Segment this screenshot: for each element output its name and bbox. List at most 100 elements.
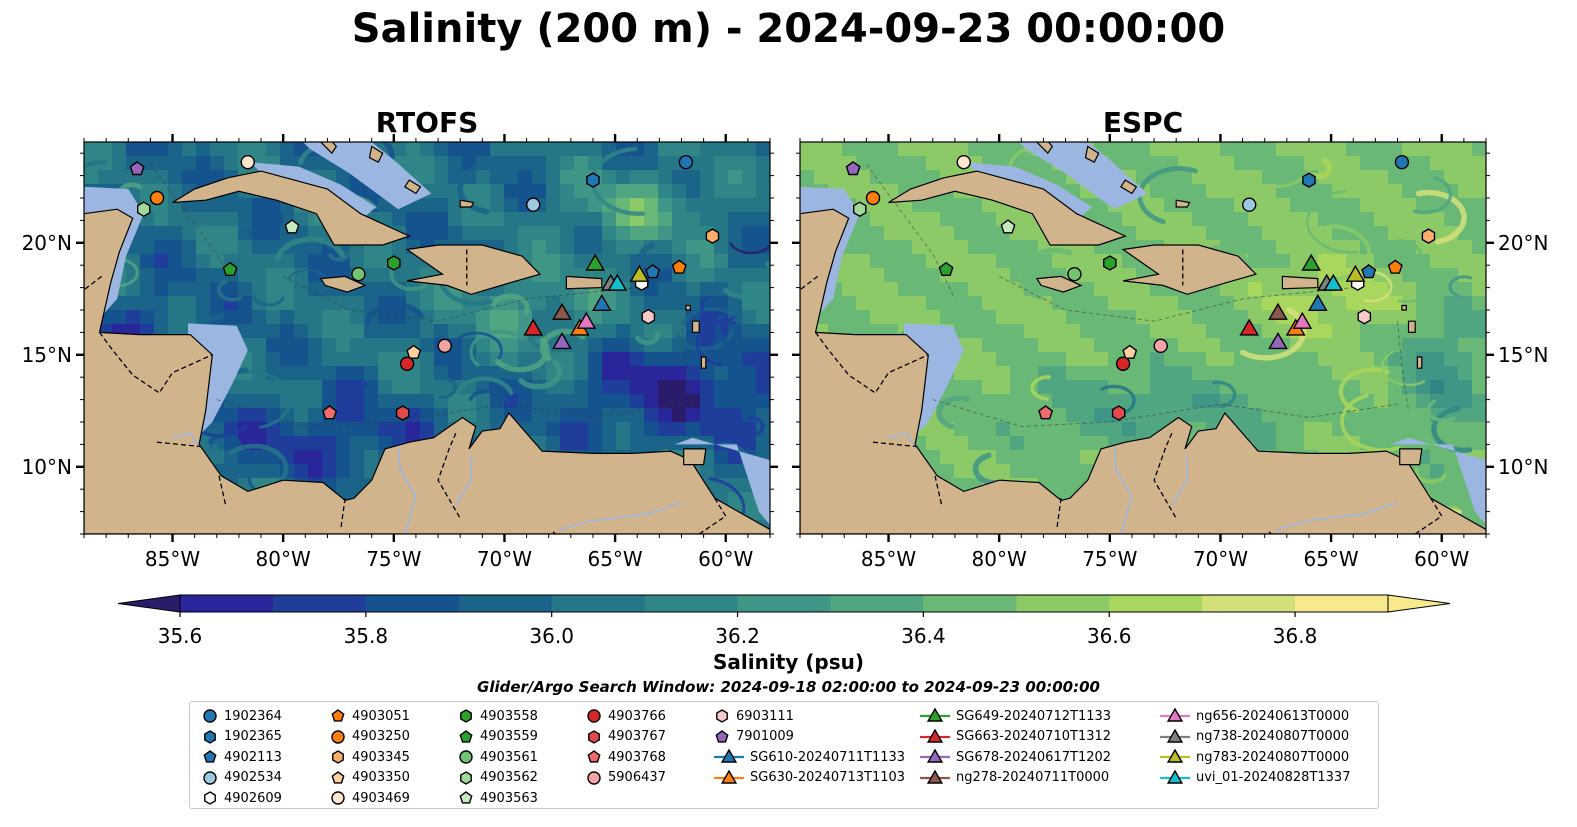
legend-item: 4903558 bbox=[458, 706, 538, 726]
panel-title-rtofs: RTOFS bbox=[375, 106, 479, 139]
marker-4903766 bbox=[1115, 356, 1131, 371]
marker-ng783-20240807T0000 bbox=[629, 264, 650, 282]
axis-ticks bbox=[792, 134, 1494, 542]
map-panels: 85°W 80°W 75°W 70°W 65°W 60°W 20°N 15°N 10°N 85°… bbox=[22, 134, 1548, 571]
colorbar-bin bbox=[551, 595, 646, 612]
legend-marker bbox=[720, 748, 738, 763]
marker-4903350 bbox=[406, 344, 422, 359]
legend-marker bbox=[926, 769, 944, 784]
legend-label: ng738-20240807T0000 bbox=[1196, 729, 1350, 744]
legend-item: 6903111 bbox=[714, 706, 794, 726]
marker-7901009 bbox=[129, 161, 145, 176]
legend-label: uvi_01-20240828T1337 bbox=[1196, 770, 1351, 785]
x-tick-label: 60°W bbox=[698, 547, 753, 571]
marker-4903559 bbox=[222, 261, 238, 276]
legend-label: 4903559 bbox=[480, 729, 538, 744]
marker-6903111 bbox=[1357, 308, 1372, 325]
marker-ng656-20240613T0000 bbox=[576, 311, 597, 329]
marker-4903768 bbox=[1038, 405, 1054, 420]
legend-marker bbox=[1166, 728, 1184, 743]
legend-label: 4902609 bbox=[224, 790, 282, 806]
x-tick-label: 65°W bbox=[587, 547, 642, 571]
legend-label: 4903562 bbox=[480, 770, 538, 785]
marker-4903563 bbox=[1000, 219, 1016, 234]
marker-4903562 bbox=[137, 201, 151, 218]
x-tick-label: 85°W bbox=[145, 547, 200, 571]
legend-item: 1902365 bbox=[202, 727, 282, 747]
marker-4903559 bbox=[938, 261, 954, 276]
y-tick-label: 20°N bbox=[1498, 231, 1548, 255]
marker-4902534 bbox=[1242, 197, 1257, 212]
country-borders bbox=[800, 249, 1443, 534]
colorbar-bin bbox=[1109, 595, 1203, 612]
x-tick-label: 75°W bbox=[366, 547, 421, 571]
colorbar-tick-label: 35.6 bbox=[158, 624, 203, 648]
legend-label: 4903561 bbox=[480, 749, 538, 765]
map-panel-espc: 85°W 80°W 75°W 70°W 65°W 60°W 20°N 15°N 10°N bbox=[792, 134, 1548, 571]
marker-SG649-20240712T1133 bbox=[1301, 253, 1322, 271]
marker-4903767 bbox=[395, 405, 410, 421]
legend-item: 4903561 bbox=[458, 747, 538, 767]
legend-label: ng656-20240613T0000 bbox=[1196, 708, 1350, 724]
colorbar-bin bbox=[458, 595, 553, 612]
marker-SG663-20240710T1312 bbox=[523, 318, 544, 336]
rivers bbox=[888, 432, 1398, 534]
legend-item: 5906437 bbox=[586, 768, 666, 788]
legend-item: uvi_01-20240828T1337 bbox=[1160, 768, 1350, 788]
marker-ng278-20240711T0000 bbox=[1268, 302, 1288, 320]
legend-marker bbox=[720, 769, 738, 784]
legend-item: 4902113 bbox=[202, 747, 282, 767]
legend-marker bbox=[332, 750, 344, 764]
marker-4903250 bbox=[865, 190, 881, 206]
colorbar-bin bbox=[272, 595, 367, 612]
marker-4902113 bbox=[1361, 264, 1377, 279]
salinity-field bbox=[800, 142, 1486, 534]
marker-SG678-20240617T1202 bbox=[552, 331, 572, 350]
marker-4903561 bbox=[1067, 266, 1082, 282]
marker-uvi_01-20240828T1337 bbox=[1323, 273, 1344, 291]
map-panel-rtofs: 85°W 80°W 75°W 70°W 65°W 60°W 20°N 15°N 10°N bbox=[22, 134, 778, 571]
colorbar-bin bbox=[1202, 595, 1296, 612]
y-tick-label: 15°N bbox=[22, 343, 72, 367]
marker-ng278-20240711T0000 bbox=[552, 302, 572, 320]
x-tick-label: 85°W bbox=[861, 547, 916, 571]
legend-label: 4903250 bbox=[352, 729, 410, 744]
legend-label: 4903768 bbox=[608, 749, 666, 765]
colorbar-tick-label: 36.6 bbox=[1087, 624, 1132, 648]
legend-item: ng656-20240613T0000 bbox=[1160, 706, 1349, 726]
colorbar-tick-label: 35.8 bbox=[344, 624, 389, 648]
marker-4902534 bbox=[526, 197, 541, 212]
colorbar-tick-label: 36.0 bbox=[529, 624, 574, 648]
map-frame bbox=[83, 141, 771, 535]
marker-4902113 bbox=[645, 264, 661, 279]
legend-marker bbox=[331, 709, 345, 722]
x-tick-label: 70°W bbox=[1193, 547, 1248, 571]
observation-markers bbox=[845, 154, 1436, 421]
isobath-contours bbox=[150, 164, 693, 427]
legend-item: SG663-20240710T1312 bbox=[920, 727, 1111, 747]
marker-4903350 bbox=[1122, 344, 1138, 359]
marker-ng783-20240807T0000 bbox=[1345, 264, 1366, 282]
legend-marker bbox=[459, 750, 473, 764]
colorbar-bin bbox=[644, 595, 739, 612]
legend-item: 4903250 bbox=[330, 727, 410, 747]
legend-marker bbox=[587, 709, 601, 723]
marker-1902364 bbox=[678, 154, 694, 170]
legend-marker bbox=[204, 791, 216, 805]
legend-item: 4903345 bbox=[330, 747, 410, 767]
marker-4903345 bbox=[705, 228, 720, 244]
legend-item: SG678-20240617T1202 bbox=[920, 747, 1111, 767]
colorbar-extend-low bbox=[117, 594, 181, 613]
y-tick-label: 10°N bbox=[1498, 455, 1548, 479]
isobath-contours bbox=[866, 164, 1409, 427]
marker-4903766 bbox=[399, 356, 415, 371]
colorbar-bin bbox=[365, 595, 460, 612]
marker-5906437 bbox=[1153, 338, 1168, 354]
legend-item: ng278-20240711T0000 bbox=[920, 768, 1109, 788]
colorbar-bin bbox=[1016, 595, 1110, 612]
legend-marker bbox=[926, 707, 944, 722]
legend-item: 4903559 bbox=[458, 727, 538, 747]
marker-1902365 bbox=[1302, 172, 1316, 188]
legend-label: SG678-20240617T1202 bbox=[956, 749, 1112, 765]
legend-item: 4903562 bbox=[458, 768, 538, 788]
